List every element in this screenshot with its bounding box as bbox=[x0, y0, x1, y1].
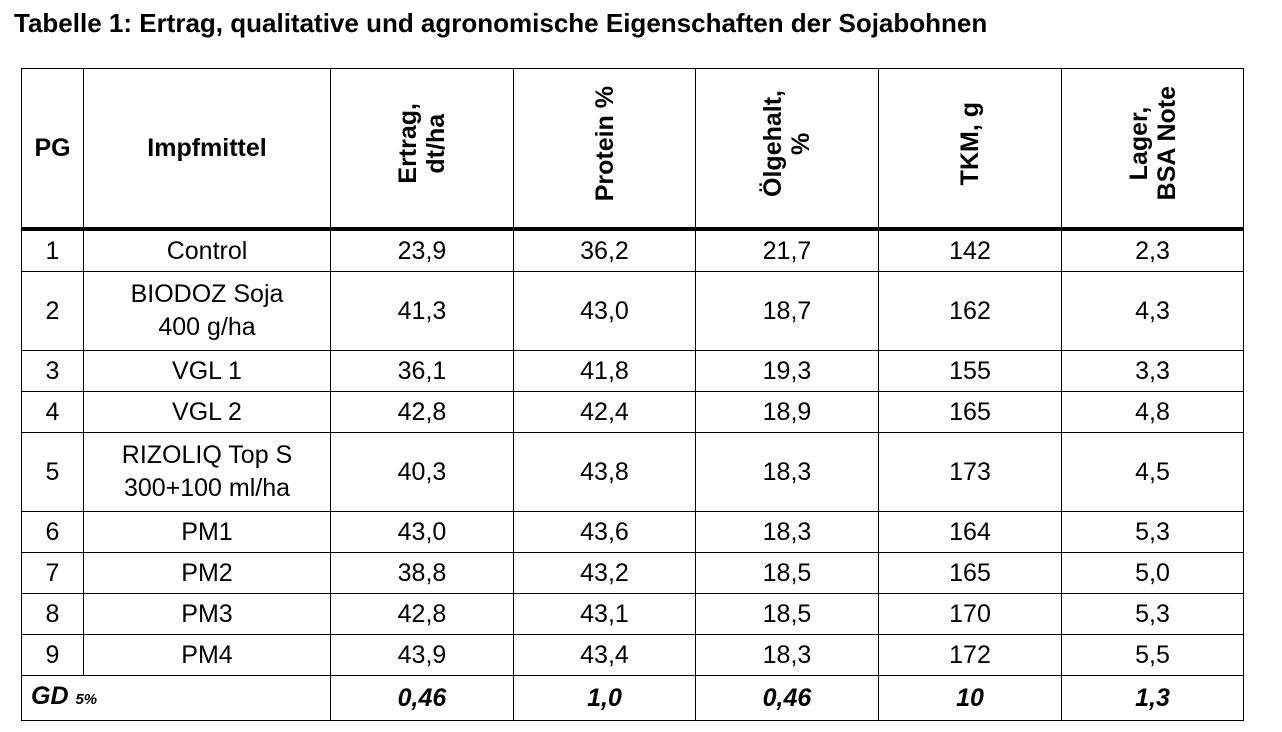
cell-ertrag: 23,9 bbox=[330, 228, 514, 272]
cell-tkm: 165 bbox=[878, 391, 1062, 433]
cell-impfmittel: PM4 bbox=[83, 634, 331, 676]
cell-ertrag: 42,8 bbox=[330, 391, 514, 433]
cell-tkm: 155 bbox=[878, 350, 1062, 392]
header-lager: Lager, BSA Note bbox=[1061, 68, 1244, 231]
table-row: 9 PM4 43,9 43,4 18,3 172 5,5 bbox=[21, 634, 1244, 676]
gd-row: GD 5% 0,46 1,0 0,46 10 1,3 bbox=[21, 675, 1244, 721]
cell-ertrag: 38,8 bbox=[330, 552, 514, 594]
cell-pg: 1 bbox=[21, 228, 84, 272]
cell-tkm: 173 bbox=[878, 432, 1062, 512]
table-row: 5 RIZOLIQ Top S 300+100 ml/ha 40,3 43,8 1… bbox=[21, 432, 1244, 512]
cell-lager: 3,3 bbox=[1061, 350, 1244, 392]
header-protein: Protein % bbox=[513, 68, 696, 231]
cell-impfmittel: VGL 2 bbox=[83, 391, 331, 433]
cell-protein: 43,0 bbox=[513, 271, 696, 351]
cell-impfmittel: PM1 bbox=[83, 511, 331, 553]
header-tkm: TKM, g bbox=[878, 68, 1062, 231]
cell-protein: 36,2 bbox=[513, 228, 696, 272]
cell-pg: 5 bbox=[21, 432, 84, 512]
cell-lager: 4,5 bbox=[1061, 432, 1244, 512]
table-row: 6 PM1 43,0 43,6 18,3 164 5,3 bbox=[21, 511, 1244, 553]
cell-protein: 43,4 bbox=[513, 634, 696, 676]
cell-impfmittel: PM2 bbox=[83, 552, 331, 594]
cell-lager: 4,3 bbox=[1061, 271, 1244, 351]
cell-tkm: 142 bbox=[878, 228, 1062, 272]
cell-tkm: 162 bbox=[878, 271, 1062, 351]
cell-impfmittel: BIODOZ Soja 400 g/ha bbox=[83, 271, 331, 351]
cell-impfmittel: Control bbox=[83, 228, 331, 272]
cell-pg: 6 bbox=[21, 511, 84, 553]
gd-label: GD 5% bbox=[21, 675, 331, 721]
cell-pg: 2 bbox=[21, 271, 84, 351]
table-row: 8 PM3 42,8 43,1 18,5 170 5,3 bbox=[21, 593, 1244, 635]
table-row: 1 Control 23,9 36,2 21,7 142 2,3 bbox=[21, 228, 1244, 272]
cell-lager: 4,8 bbox=[1061, 391, 1244, 433]
cell-ertrag: 36,1 bbox=[330, 350, 514, 392]
cell-protein: 43,2 bbox=[513, 552, 696, 594]
table-title: Tabelle 1: Ertrag, qualitative und agron… bbox=[14, 8, 988, 38]
cell-lager: 2,3 bbox=[1061, 228, 1244, 272]
cell-pg: 9 bbox=[21, 634, 84, 676]
table-row: 2 BIODOZ Soja 400 g/ha 41,3 43,0 18,7 162… bbox=[21, 271, 1244, 351]
cell-tkm: 165 bbox=[878, 552, 1062, 594]
gd-ertrag: 0,46 bbox=[330, 675, 514, 721]
cell-tkm: 172 bbox=[878, 634, 1062, 676]
cell-ertrag: 43,0 bbox=[330, 511, 514, 553]
cell-oelgehalt: 21,7 bbox=[695, 228, 879, 272]
cell-impfmittel: VGL 1 bbox=[83, 350, 331, 392]
cell-protein: 43,8 bbox=[513, 432, 696, 512]
cell-ertrag: 40,3 bbox=[330, 432, 514, 512]
gd-lager: 1,3 bbox=[1061, 675, 1244, 721]
cell-pg: 8 bbox=[21, 593, 84, 635]
cell-oelgehalt: 19,3 bbox=[695, 350, 879, 392]
cell-oelgehalt: 18,3 bbox=[695, 432, 879, 512]
cell-lager: 5,5 bbox=[1061, 634, 1244, 676]
cell-oelgehalt: 18,7 bbox=[695, 271, 879, 351]
cell-pg: 4 bbox=[21, 391, 84, 433]
gd-oelgehalt: 0,46 bbox=[695, 675, 879, 721]
table-row: 7 PM2 38,8 43,2 18,5 165 5,0 bbox=[21, 552, 1244, 594]
header-oelgehalt: Ölgehalt,% bbox=[695, 68, 879, 231]
cell-protein: 41,8 bbox=[513, 350, 696, 392]
cell-lager: 5,0 bbox=[1061, 552, 1244, 594]
header-ertrag: Ertrag, dt/ha bbox=[330, 68, 514, 231]
cell-oelgehalt: 18,5 bbox=[695, 593, 879, 635]
header-pg: PG bbox=[21, 68, 84, 231]
cell-ertrag: 42,8 bbox=[330, 593, 514, 635]
cell-pg: 3 bbox=[21, 350, 84, 392]
gd-tkm: 10 bbox=[878, 675, 1062, 721]
cell-tkm: 164 bbox=[878, 511, 1062, 553]
cell-oelgehalt: 18,3 bbox=[695, 511, 879, 553]
cell-oelgehalt: 18,5 bbox=[695, 552, 879, 594]
header-impfmittel: Impfmittel bbox=[83, 68, 331, 231]
cell-ertrag: 41,3 bbox=[330, 271, 514, 351]
table-row: 3 VGL 1 36,1 41,8 19,3 155 3,3 bbox=[21, 350, 1244, 392]
table-row: 4 VGL 2 42,8 42,4 18,9 165 4,8 bbox=[21, 391, 1244, 433]
cell-impfmittel: RIZOLIQ Top S 300+100 ml/ha bbox=[83, 432, 331, 512]
gd-protein: 1,0 bbox=[513, 675, 696, 721]
cell-impfmittel: PM3 bbox=[83, 593, 331, 635]
cell-oelgehalt: 18,3 bbox=[695, 634, 879, 676]
cell-protein: 43,6 bbox=[513, 511, 696, 553]
cell-lager: 5,3 bbox=[1061, 511, 1244, 553]
header-row: PG Impfmittel Ertrag, dt/ha Protein % Ölg… bbox=[21, 68, 1244, 231]
cell-protein: 42,4 bbox=[513, 391, 696, 433]
soybean-results-table: PG Impfmittel Ertrag, dt/ha Protein % Ölg… bbox=[21, 68, 1244, 721]
cell-lager: 5,3 bbox=[1061, 593, 1244, 635]
cell-ertrag: 43,9 bbox=[330, 634, 514, 676]
cell-pg: 7 bbox=[21, 552, 84, 594]
cell-oelgehalt: 18,9 bbox=[695, 391, 879, 433]
cell-tkm: 170 bbox=[878, 593, 1062, 635]
cell-protein: 43,1 bbox=[513, 593, 696, 635]
